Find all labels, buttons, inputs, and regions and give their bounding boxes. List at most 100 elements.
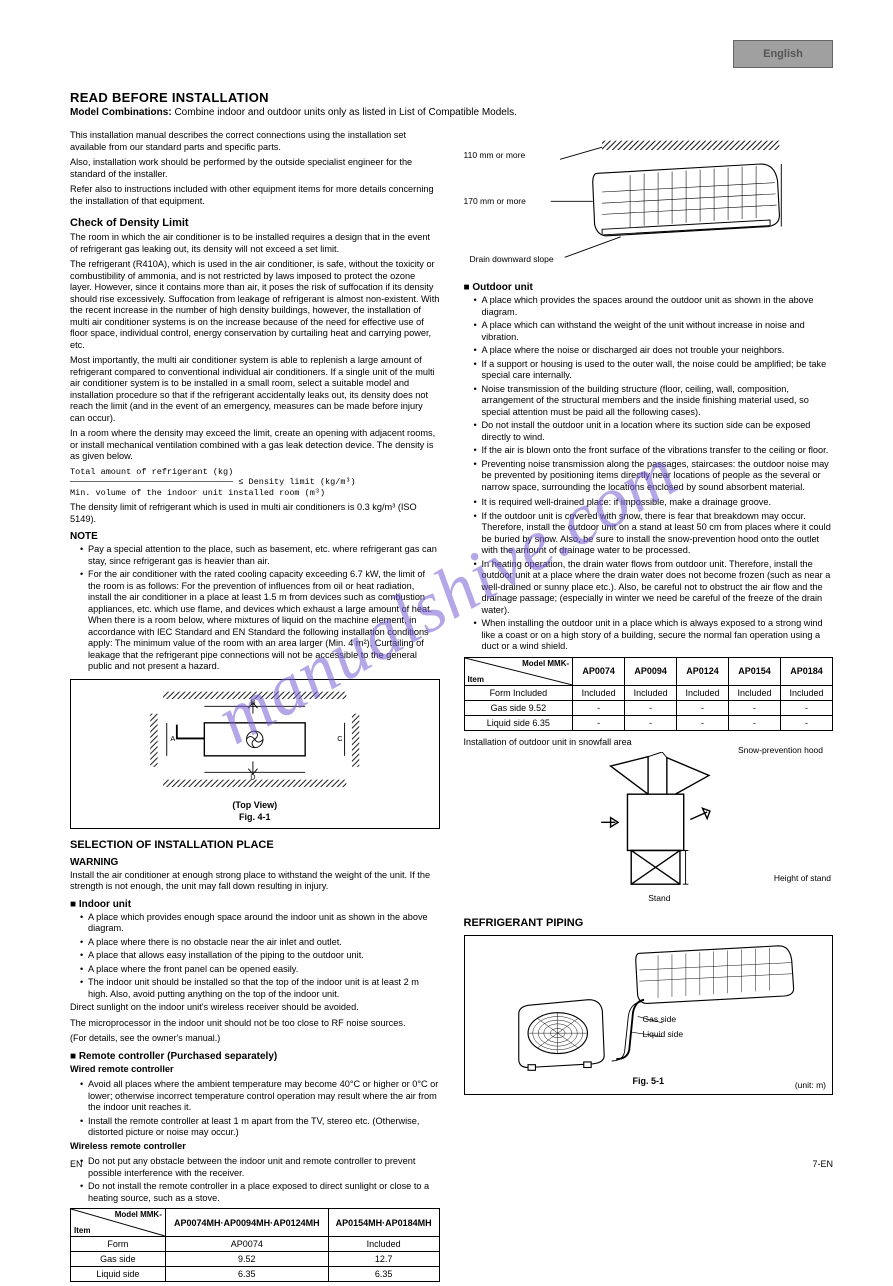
page-title: READ BEFORE INSTALLATION [70, 90, 833, 105]
table-row-label: Item [74, 1226, 90, 1235]
list-item: A place which can withstand the weight o… [474, 320, 834, 343]
indoor-bottom-label: Drain downward slope [470, 254, 554, 264]
table-cell: Gas side [71, 1252, 166, 1267]
fig51-caption: Fig. 5-1 [473, 1076, 825, 1086]
model-line: Model Combinations: Combine indoor and o… [70, 107, 833, 118]
piping-gas-label: Gas side [643, 1014, 677, 1024]
left-column: This installation manual describes the c… [70, 130, 440, 1286]
remote-sub: Wired remote controller [70, 1064, 440, 1076]
list-item: A place that allows easy installation of… [80, 950, 440, 962]
list-item: For the air conditioner with the rated c… [80, 569, 440, 673]
list-item: Preventing noise transmission along the … [474, 459, 834, 494]
figure-4-1: B D A C (Top View) Fig. 4-1 [70, 679, 440, 829]
piping-units-label: (unit: m) [795, 1080, 826, 1090]
table-header: AP0124 [677, 657, 729, 685]
indoor-list: A place which provides enough space arou… [70, 912, 440, 1001]
snow-hood-figure: Installation of outdoor unit in snowfall… [464, 737, 834, 907]
table-row: Form AP0074 Included [71, 1237, 440, 1252]
table-cell: Form [71, 1237, 166, 1252]
snow-top-label: Snow-prevention hood [738, 745, 823, 755]
snow-height-label: Height of stand [774, 873, 831, 883]
indoor-title: ■ Indoor unit [70, 899, 440, 910]
list-item: If a support or housing is used to the o… [474, 359, 834, 382]
table-cell: 9.52 [165, 1252, 328, 1267]
fig41-caption: Fig. 4-1 [79, 812, 431, 822]
list-item: If the air is blown onto the front surfa… [474, 445, 834, 457]
page: English READ BEFORE INSTALLATION Model C… [0, 0, 893, 1191]
table-diag-cell: Model MMK- Item [71, 1209, 166, 1237]
table-header: AP0074 [573, 657, 625, 685]
table-cell: Included [625, 685, 677, 700]
check-formula: Total amount of refrigerant (kg) ───────… [70, 467, 440, 499]
list-item: A place where the front panel can be ope… [80, 964, 440, 976]
list-item: When installing the outdoor unit in a pl… [474, 618, 834, 653]
check-p3: Most importantly, the multi air conditio… [70, 355, 440, 424]
caution1: Direct sunlight on the indoor unit's wir… [70, 1002, 440, 1014]
outdoor-topview-icon: B D A C [79, 688, 431, 798]
indoor-unit-figure: 110 mm or more 170 mm or more Drain down… [464, 136, 834, 276]
table-cell: - [780, 700, 832, 715]
table-header: AP0184 [780, 657, 832, 685]
table-cell: Included [677, 685, 729, 700]
check-p5: The density limit of refrigerant which i… [70, 502, 440, 525]
list-item: In heating operation, the drain water fl… [474, 559, 834, 617]
table-cell: - [677, 715, 729, 730]
table-cell: 6.35 [165, 1267, 328, 1282]
intro-3: Refer also to instructions included with… [70, 184, 440, 207]
list-item: Install the remote controller at least 1… [80, 1116, 440, 1139]
check-p4: In a room where the density may exceed t… [70, 428, 440, 463]
remote-title: ■ Remote controller (Purchased separatel… [70, 1051, 440, 1062]
table-row: Liquid side 6.35 6.35 [71, 1267, 440, 1282]
table-row: Gas side 9.52 12.7 [71, 1252, 440, 1267]
table-cell: Included [328, 1237, 439, 1252]
list-item: Noise transmission of the building struc… [474, 384, 834, 419]
notes-title: NOTE [70, 531, 440, 542]
table-cell: 12.7 [328, 1252, 439, 1267]
piping-diagram-icon [473, 944, 825, 1074]
check-p2: The refrigerant (R410A), which is used i… [70, 259, 440, 351]
caution-note: (For details, see the owner's manual.) [70, 1033, 440, 1044]
svg-text:C: C [337, 734, 343, 743]
wireless-sub: Wireless remote controller [70, 1141, 440, 1153]
remote-list: Avoid all places where the ambient tempe… [70, 1079, 440, 1139]
table-cell: AP0074 [165, 1237, 328, 1252]
table-cell: - [625, 700, 677, 715]
model-text: Combine indoor and outdoor units only as… [174, 107, 516, 118]
table-header: AP0094 [625, 657, 677, 685]
list-item: Do not install the remote controller in … [80, 1181, 440, 1204]
model-prefix: Model Combinations: [70, 107, 172, 118]
intro-2: Also, installation work should be perfor… [70, 157, 440, 180]
right-column: 110 mm or more 170 mm or more Drain down… [464, 130, 834, 1286]
outdoor-list: A place which provides the spaces around… [464, 295, 834, 493]
list-item: A place where there is no obstacle near … [80, 937, 440, 949]
outdoor-caution-list: It is required well-drained place: if im… [464, 497, 834, 653]
svg-text:A: A [170, 734, 175, 743]
indoor-top-label: 110 mm or more [464, 150, 526, 160]
table-cell: Form Included [464, 685, 573, 700]
list-item: A place which provides enough space arou… [80, 912, 440, 935]
footer-left: EN [70, 1159, 83, 1169]
table-header: AP0154MH·AP0184MH [328, 1209, 439, 1237]
table-cell: - [729, 715, 781, 730]
table-cell: 6.35 [328, 1267, 439, 1282]
table-cell: - [573, 715, 625, 730]
list-item: If the outdoor unit is covered with snow… [474, 511, 834, 557]
table-header: AP0074MH·AP0094MH·AP0124MH [165, 1209, 328, 1237]
list-item: It is required well-drained place: if im… [474, 497, 834, 509]
check-p1: The room in which the air conditioner is… [70, 232, 440, 255]
list-item: The indoor unit should be installed so t… [80, 977, 440, 1000]
table-2: Model MMK- Item AP0074 AP0094 AP0124 AP0… [464, 657, 834, 731]
piping-liquid-label: Liquid side [643, 1029, 684, 1039]
table-cell: - [573, 700, 625, 715]
piping-figure: Gas side Liquid side (unit: m) Fig. 5-1 [464, 935, 834, 1095]
table-1: Model MMK- Item AP0074MH·AP0094MH·AP0124… [70, 1208, 440, 1282]
intro-1: This installation manual describes the c… [70, 130, 440, 153]
table-row: Liquid side 6.35 - - - - - [464, 715, 833, 730]
table-diag-cell: Model MMK- Item [464, 657, 573, 685]
warning-text: Install the air conditioner at enough st… [70, 870, 440, 893]
caution2: The microprocessor in the indoor unit sh… [70, 1018, 440, 1030]
outdoor-title: ■ Outdoor unit [464, 282, 834, 293]
warning-title: WARNING [70, 857, 440, 868]
table-cell: Included [729, 685, 781, 700]
svg-text:D: D [250, 773, 255, 782]
